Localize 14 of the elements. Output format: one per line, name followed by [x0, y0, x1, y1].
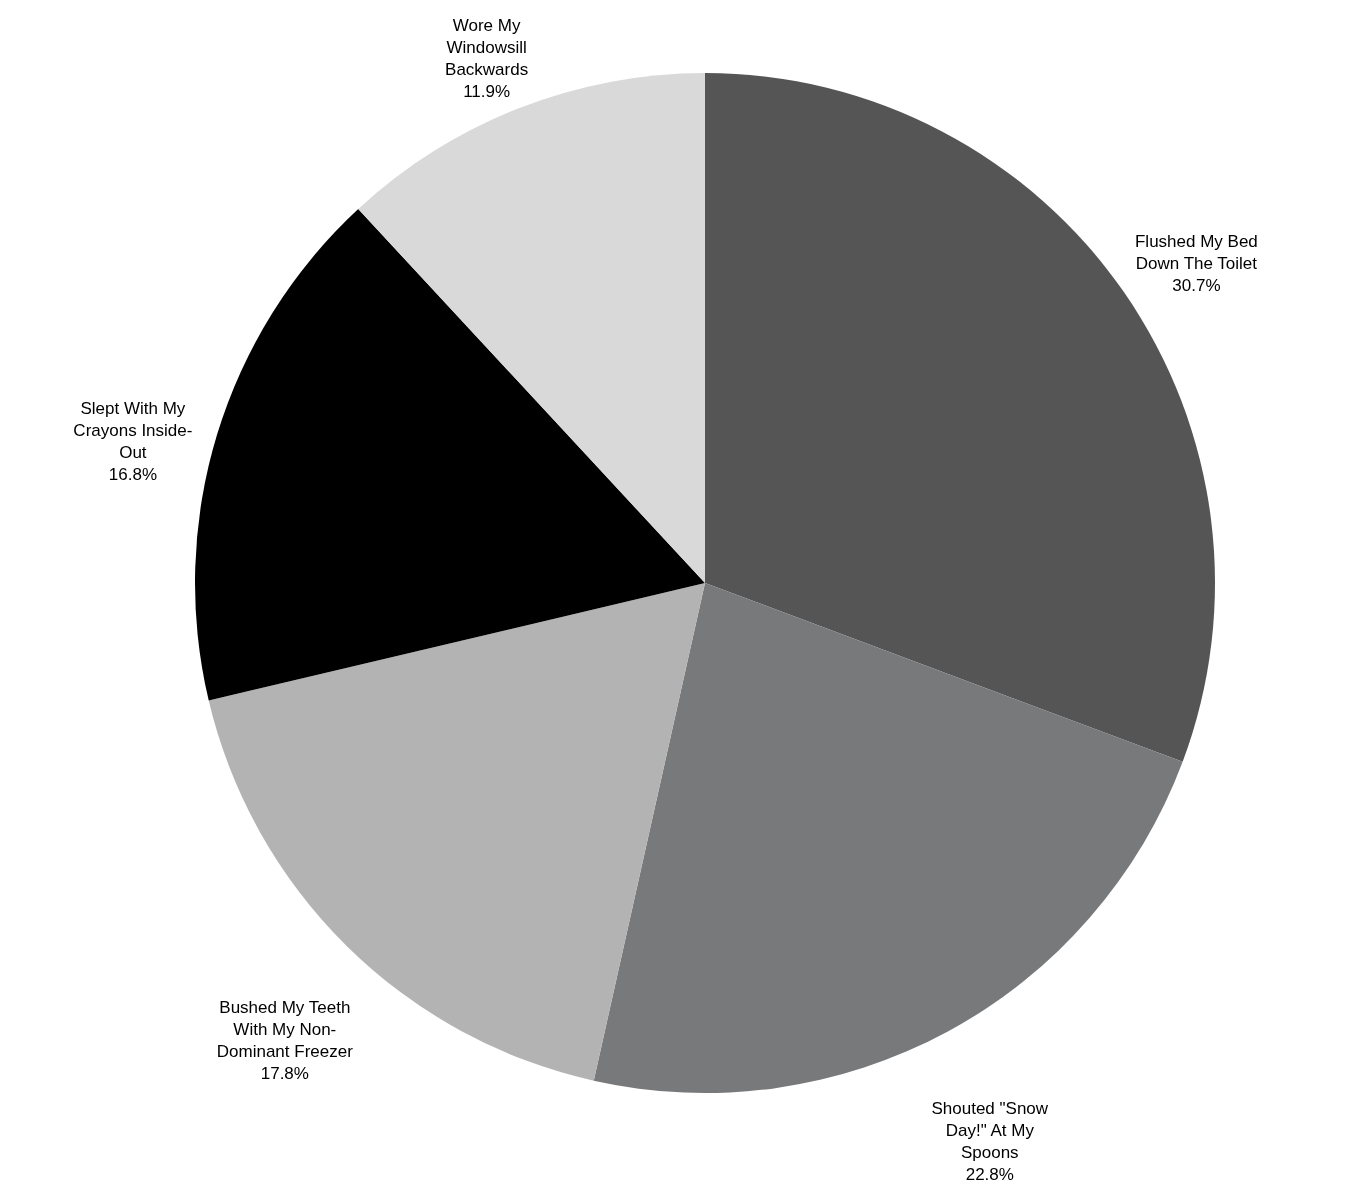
data-label: 22.8%: [965, 1164, 1014, 1184]
slice-label: Shouted "Snow Day!" At My Spoons: [931, 1098, 1049, 1162]
pie-slice: [195, 209, 705, 701]
slice-label: Slept With My Crayons Inside-Out: [73, 398, 193, 462]
slice-label: Bushed My Teeth With My Non-Dominant Freezer: [216, 998, 354, 1062]
pie-slice: [358, 73, 705, 583]
data-label: 30.7%: [1172, 276, 1221, 296]
data-label: 11.9%: [463, 82, 511, 102]
data-label: 17.8%: [260, 1064, 309, 1084]
data-label: 16.8%: [108, 464, 157, 484]
pie-slice: [208, 583, 705, 1081]
slice-label: Wore My Windowsill Backwards: [445, 16, 529, 80]
pie-slice: [593, 583, 1183, 1093]
slice-label: Flushed My Bed Down The Toilet: [1134, 232, 1258, 274]
